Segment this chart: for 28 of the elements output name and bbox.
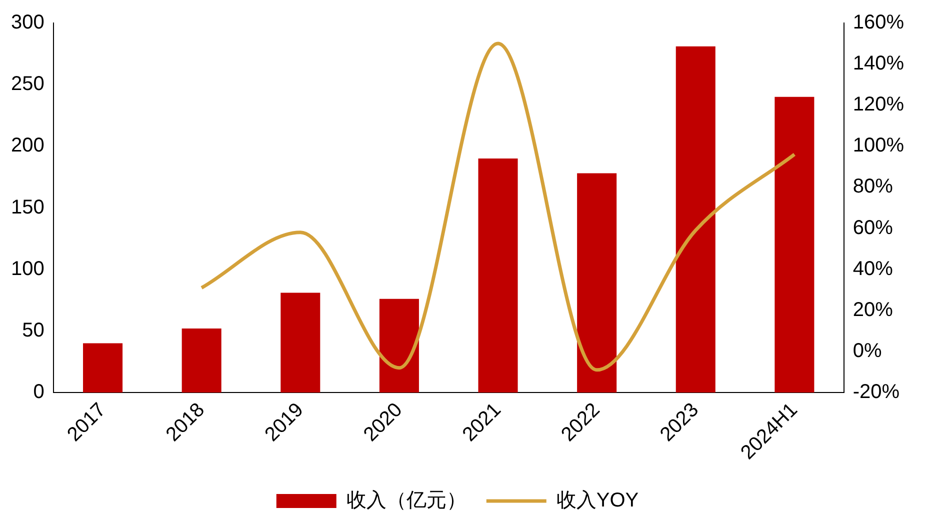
bar [577, 173, 617, 392]
bar [774, 96, 814, 392]
y-tick-label: 250 [10, 73, 44, 96]
y2-tick-label: 100% [852, 134, 904, 157]
bar [83, 343, 123, 392]
legend-label: 收入YOY [556, 490, 639, 512]
bar [379, 298, 419, 392]
y2-tick-label: 0% [852, 340, 882, 362]
y-tick-label: 100 [10, 258, 44, 280]
y2-tick-label: 120% [852, 94, 904, 116]
y-tick-label: 50 [22, 319, 44, 342]
legend-label: 收入（亿元） [346, 490, 466, 512]
y2-tick-label: 80% [852, 176, 894, 198]
y2-tick-label: 40% [852, 258, 894, 280]
y-tick-label: 150 [10, 196, 44, 218]
y2-tick-label: 160% [852, 12, 904, 34]
bar [676, 46, 716, 392]
line-series [200, 42, 796, 372]
bar [280, 292, 320, 392]
y-tick-label: 300 [10, 12, 44, 34]
y2-tick-label: -20% [852, 381, 900, 404]
y2-tick-label: 20% [852, 298, 894, 321]
y2-tick-label: 60% [852, 216, 894, 239]
y-tick-label: 0 [33, 381, 44, 404]
y-tick-label: 200 [10, 134, 44, 157]
y2-tick-label: 140% [852, 52, 904, 75]
bar [478, 158, 518, 392]
bar [182, 328, 222, 392]
